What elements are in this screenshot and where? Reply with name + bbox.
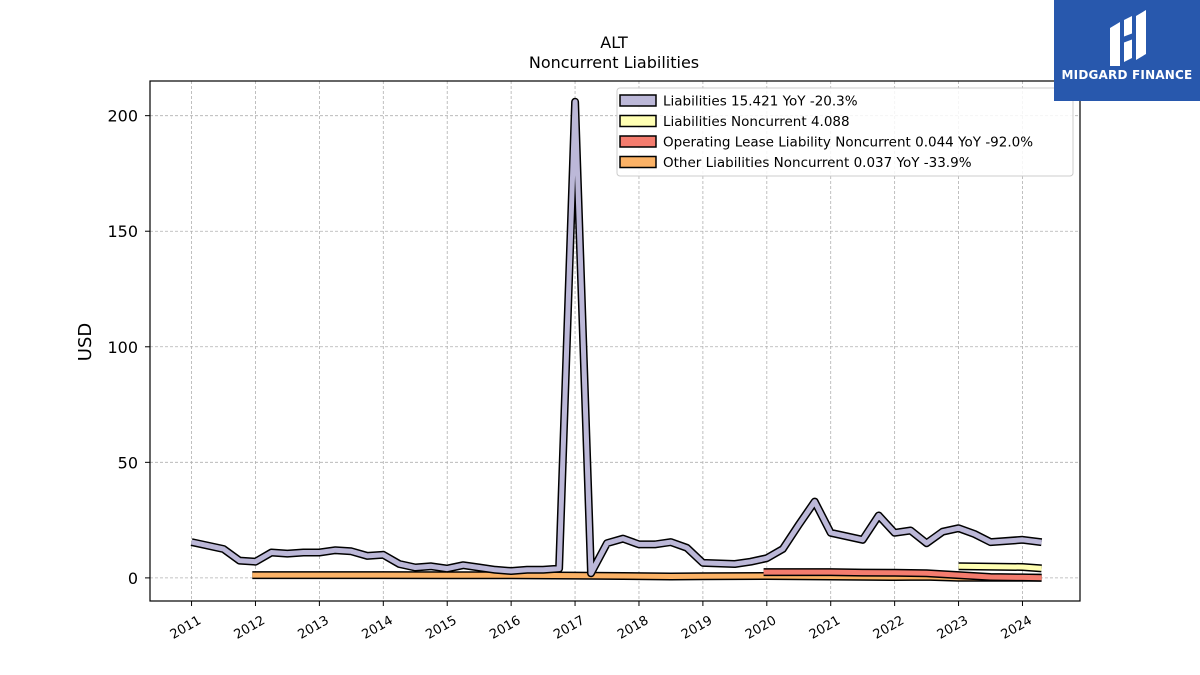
- chart-subtitle: Noncurrent Liabilities: [529, 53, 699, 72]
- x-axis: 2011 2012 2013 2014 2015 2016 2017 2018 2019 2020…: [168, 601, 1035, 643]
- plot-frame: [149, 80, 1081, 602]
- x-tick-label: 2023: [935, 613, 971, 643]
- y-tick-label: 100: [107, 338, 138, 357]
- chart-title: ALT: [600, 33, 628, 52]
- legend-entry: Liabilities Noncurrent 4.088: [663, 114, 850, 130]
- x-tick-label: 2011: [168, 613, 204, 643]
- legend-entry: Operating Lease Liability Noncurrent 0.0…: [663, 135, 1033, 151]
- legend: Liabilities 15.421 YoY -20.3% Liabilities…: [616, 87, 1074, 177]
- legend-swatch: [619, 135, 657, 148]
- midgard-logo-icon: [1110, 10, 1146, 66]
- y-axis: 0 50 100 150 200: [107, 107, 150, 588]
- legend-swatch: [619, 94, 657, 107]
- x-tick-label: 2012: [232, 613, 268, 643]
- series-line: [958, 563, 1042, 571]
- x-tick-label: 2013: [296, 613, 332, 643]
- y-axis-label: USD: [75, 323, 96, 361]
- series-operating-lease-liability-noncurrent: [763, 568, 1042, 582]
- legend-entry: Other Liabilities Noncurrent 0.037 YoY -…: [663, 155, 972, 171]
- y-tick-label: 50: [118, 453, 138, 472]
- brand-logo: MIDGARD FINANCE: [1054, 0, 1200, 101]
- x-tick-label: 2022: [871, 613, 907, 643]
- y-tick-label: 200: [107, 107, 138, 126]
- series-liabilities: [190, 97, 1043, 578]
- x-tick-label: 2019: [679, 613, 715, 643]
- series-layer: [190, 97, 1043, 582]
- y-tick-label: 0: [128, 569, 138, 588]
- series-liabilities-noncurrent: [958, 562, 1042, 573]
- x-tick-label: 2021: [807, 613, 843, 643]
- x-tick-label: 2014: [359, 613, 395, 643]
- x-tick-label: 2015: [423, 613, 459, 643]
- series-line: [190, 99, 1042, 576]
- legend-swatch: [619, 114, 657, 128]
- x-tick-label: 2017: [551, 613, 587, 643]
- series-line: [763, 569, 1042, 581]
- brand-name: MIDGARD FINANCE: [1061, 68, 1193, 82]
- x-tick-label: 2020: [743, 613, 779, 643]
- y-tick-label: 150: [107, 222, 138, 241]
- legend-box: [616, 87, 1074, 177]
- x-tick-label: 2018: [615, 613, 651, 643]
- legend-entry: Liabilities 15.421 YoY -20.3%: [663, 94, 858, 110]
- x-tick-label: 2024: [999, 613, 1035, 643]
- x-tick-label: 2016: [487, 613, 523, 643]
- legend-swatch: [619, 155, 657, 169]
